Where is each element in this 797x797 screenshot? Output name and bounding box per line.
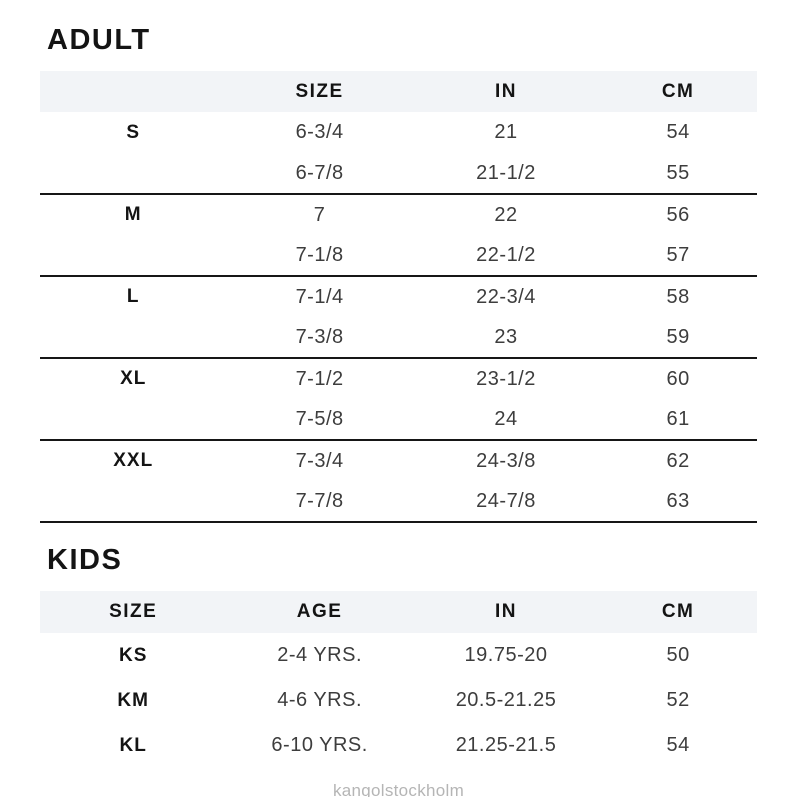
table-row: 7-3/8 23 59: [40, 317, 757, 358]
adult-header-blank: [40, 71, 226, 112]
cell-cm: 56: [666, 203, 690, 226]
adult-size-table: SIZE IN CM S 6-3/4 21 54 6-7/8 21-1/2 55…: [40, 71, 757, 523]
table-row: S 6-3/4 21 54: [40, 112, 757, 153]
cell-label: [40, 481, 226, 522]
table-row: 7-7/8 24-7/8 63: [40, 481, 757, 522]
table-row: L 7-1/4 22-3/4 58: [40, 276, 757, 317]
cell-cm: 52: [666, 689, 690, 711]
cell-cm: 61: [666, 407, 690, 430]
kids-header-in: IN: [495, 601, 518, 622]
cell-cm: 50: [666, 644, 690, 666]
table-row: 7-5/8 24 61: [40, 399, 757, 440]
cell-label: KS: [119, 644, 148, 666]
table-row: XXL 7-3/4 24-3/8 62: [40, 440, 757, 481]
cell-label: [40, 317, 226, 358]
cell-size: 6-3/4: [295, 121, 344, 143]
kids-section-title: KIDS: [47, 544, 123, 576]
cell-size: 7: [313, 203, 326, 226]
cell-age: 6-10 YRS.: [271, 734, 368, 756]
cell-size: 7-3/4: [295, 449, 344, 472]
cell-in: 22-3/4: [476, 285, 536, 308]
cell-size: 7-1/8: [295, 243, 344, 266]
cell-cm: 60: [666, 367, 690, 390]
kids-header-row: SIZE AGE IN CM: [40, 591, 757, 633]
cell-in: 20.5-21.25: [455, 689, 557, 711]
cell-cm: 57: [666, 243, 690, 266]
cell-in: 22-1/2: [476, 243, 536, 266]
cell-label: [40, 235, 226, 276]
cell-label: XL: [120, 368, 147, 389]
cell-in: 24-7/8: [476, 489, 536, 512]
cell-in: 21: [494, 121, 518, 143]
cell-label: [40, 153, 226, 194]
cell-label: M: [124, 204, 142, 225]
table-row: 7-1/8 22-1/2 57: [40, 235, 757, 276]
adult-header-cm: CM: [661, 80, 695, 102]
cell-size: 7-3/8: [295, 325, 344, 348]
table-row: XL 7-1/2 23-1/2 60: [40, 358, 757, 399]
kids-size-table: SIZE AGE IN CM KS 2-4 YRS. 19.75-20 50 K…: [40, 591, 757, 768]
cell-size: 7-1/4: [295, 285, 344, 308]
adult-header-in: IN: [495, 80, 518, 102]
cell-in: 21.25-21.5: [455, 734, 557, 756]
cell-cm: 58: [666, 285, 690, 308]
cell-in: 24-3/8: [476, 449, 536, 472]
kids-header-cm: CM: [661, 601, 695, 622]
kids-header-age: AGE: [296, 601, 343, 622]
cell-cm: 55: [666, 161, 690, 184]
cell-label: S: [126, 121, 141, 143]
cell-label: KL: [119, 734, 147, 756]
cell-cm: 62: [666, 449, 690, 472]
cell-label: [40, 399, 226, 440]
cell-in: 22: [494, 203, 518, 226]
cell-cm: 54: [666, 121, 690, 143]
cell-cm: 59: [666, 325, 690, 348]
cell-in: 19.75-20: [464, 644, 548, 666]
table-row: KL 6-10 YRS. 21.25-21.5 54: [40, 723, 757, 768]
adult-header-row: SIZE IN CM: [40, 71, 757, 112]
cell-label: KM: [117, 689, 149, 711]
cell-label: XXL: [113, 450, 154, 471]
site-watermark: kangolstockholm: [332, 781, 465, 797]
cell-size: 7-7/8: [295, 489, 344, 512]
table-row: KS 2-4 YRS. 19.75-20 50: [40, 633, 757, 678]
cell-age: 2-4 YRS.: [277, 644, 362, 666]
adult-section-title: ADULT: [47, 24, 151, 56]
kids-header-size: SIZE: [109, 601, 158, 622]
cell-in: 23-1/2: [476, 367, 536, 390]
cell-cm: 63: [666, 489, 690, 512]
size-chart-page: ADULT SIZE IN CM S 6-3/4 21 54 6-7/8 21-…: [40, 24, 757, 768]
table-row: KM 4-6 YRS. 20.5-21.25 52: [40, 678, 757, 723]
table-row: M 7 22 56: [40, 194, 757, 235]
cell-cm: 54: [666, 734, 690, 756]
cell-in: 24: [494, 407, 518, 430]
cell-label: L: [126, 286, 140, 307]
table-row: 6-7/8 21-1/2 55: [40, 153, 757, 194]
cell-size: 7-1/2: [295, 367, 344, 390]
cell-in: 21-1/2: [476, 161, 536, 184]
cell-size: 7-5/8: [295, 407, 344, 430]
cell-in: 23: [494, 325, 518, 348]
cell-age: 4-6 YRS.: [277, 689, 362, 711]
cell-size: 6-7/8: [295, 161, 344, 184]
adult-header-size: SIZE: [295, 80, 344, 102]
